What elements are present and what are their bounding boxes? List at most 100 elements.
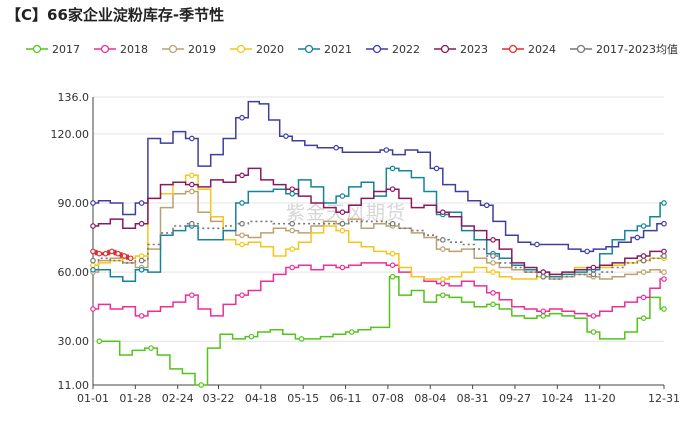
data-point-2024 [90, 248, 96, 255]
legend-swatch [502, 44, 524, 54]
chart-title: 【C】66家企业淀粉库存-季节性 [6, 6, 225, 24]
x-tick-label: 10-24 [541, 392, 573, 405]
data-point-2020 [138, 253, 145, 259]
data-point-2020 [90, 262, 96, 268]
legend-label: 2017 [52, 42, 80, 56]
data-point-2022 [189, 135, 195, 142]
data-point-2021 [640, 223, 647, 229]
data-point-2019 [289, 227, 296, 234]
x-tick-label: 01-01 [77, 392, 109, 405]
legend-swatch [94, 44, 116, 54]
data-point-2021 [90, 266, 96, 273]
data-point-2023 [138, 220, 145, 227]
data-point-2021 [289, 190, 296, 197]
data-point-2023 [289, 186, 296, 192]
data-point-2022 [433, 165, 440, 172]
data-point-2020 [239, 241, 245, 248]
x-tick-label: 03-22 [203, 392, 235, 405]
y-tick-label: 30.00 [58, 335, 90, 348]
data-point-2017 [248, 333, 255, 340]
data-point-2022 [661, 220, 667, 227]
y-tick-label: 120.00 [51, 128, 90, 141]
data-point-2017 [349, 329, 355, 335]
data-point-2017-2023均值 [138, 257, 145, 264]
data-point-2017-2023均值 [289, 220, 296, 227]
series-line-2017 [99, 275, 664, 386]
x-tick-label: 12-31 [648, 392, 680, 405]
data-point-2020 [440, 276, 446, 282]
data-point-2024 [96, 250, 103, 257]
data-point-2017 [590, 329, 597, 335]
x-tick-label: 04-18 [245, 392, 277, 405]
series-line-2022 [93, 100, 664, 253]
data-point-2023 [590, 264, 597, 271]
data-point-2020 [490, 269, 496, 275]
data-point-2019 [661, 269, 667, 275]
legend-label: 2017-2023均值 [596, 43, 678, 56]
legend-label: 2022 [392, 42, 420, 56]
data-point-2018 [440, 280, 446, 287]
data-point-2024 [109, 248, 115, 255]
series-line-2021 [93, 167, 664, 283]
data-point-2017 [389, 273, 396, 280]
legend-label: 2020 [256, 42, 284, 56]
data-point-2021 [661, 200, 667, 206]
x-tick-label: 02-24 [162, 392, 194, 405]
data-point-2018 [590, 313, 597, 319]
data-point-2017 [640, 315, 647, 321]
legend-item-2017[interactable]: 2017 [26, 43, 80, 56]
data-point-2017 [440, 292, 446, 298]
data-point-2018 [138, 313, 145, 319]
y-tick-label: 60.00 [58, 266, 90, 279]
x-tick-label: 08-04 [414, 392, 446, 405]
data-point-2017 [96, 338, 103, 345]
legend-swatch [162, 44, 184, 54]
data-point-2023 [389, 186, 396, 192]
legend-item-2023[interactable]: 2023 [434, 43, 488, 56]
legend-item-2018[interactable]: 2018 [94, 43, 148, 56]
data-point-2017 [490, 301, 496, 308]
legend-swatch [298, 44, 320, 54]
legend-label: 2019 [188, 42, 216, 56]
data-point-2022 [483, 202, 490, 209]
data-point-2023 [339, 209, 346, 216]
legend-swatch [366, 44, 388, 54]
legend-item-2024[interactable]: 2024 [502, 43, 556, 56]
y-tick-label: 136.0 [58, 91, 90, 104]
legend-item-2022[interactable]: 2022 [366, 43, 420, 56]
data-point-2023 [661, 248, 667, 255]
data-point-2017-2023均值 [90, 257, 96, 264]
y-tick-label: 11.00 [58, 379, 90, 392]
data-point-2019 [189, 188, 195, 195]
data-point-2023 [440, 209, 446, 216]
data-point-2017 [540, 313, 547, 319]
data-point-2020 [339, 227, 346, 234]
data-point-2023 [490, 237, 496, 243]
data-point-2022 [90, 200, 96, 206]
data-point-2018 [189, 292, 195, 298]
legend-item-2021[interactable]: 2021 [298, 43, 352, 56]
data-point-2017 [661, 306, 667, 312]
data-point-2019 [640, 269, 647, 275]
x-tick-label: 08-31 [457, 392, 489, 405]
data-point-2020 [189, 172, 195, 179]
legend-item-2019[interactable]: 2019 [162, 43, 216, 56]
legend-label: 2021 [324, 42, 352, 56]
data-point-2022 [138, 200, 145, 206]
legend-swatch [434, 44, 456, 54]
legend-swatch [26, 44, 48, 54]
data-point-2017-2023均值 [640, 257, 647, 264]
series-line-2017-2023均值 [93, 220, 664, 280]
legend-item-2017-2023均值[interactable]: 2017-2023均值 [570, 41, 678, 57]
x-tick-label: 01-28 [119, 392, 151, 405]
legend-item-2020[interactable]: 2020 [230, 43, 284, 56]
series-line-2018 [93, 262, 664, 317]
data-point-2017-2023均值 [661, 253, 667, 259]
y-tick-label: 90.00 [58, 197, 90, 210]
data-point-2022 [383, 147, 390, 153]
data-point-2017 [198, 382, 205, 388]
data-point-2021 [339, 193, 346, 199]
data-point-2022 [283, 133, 289, 139]
data-point-2017-2023均值 [590, 271, 597, 278]
data-point-2024 [115, 250, 121, 257]
